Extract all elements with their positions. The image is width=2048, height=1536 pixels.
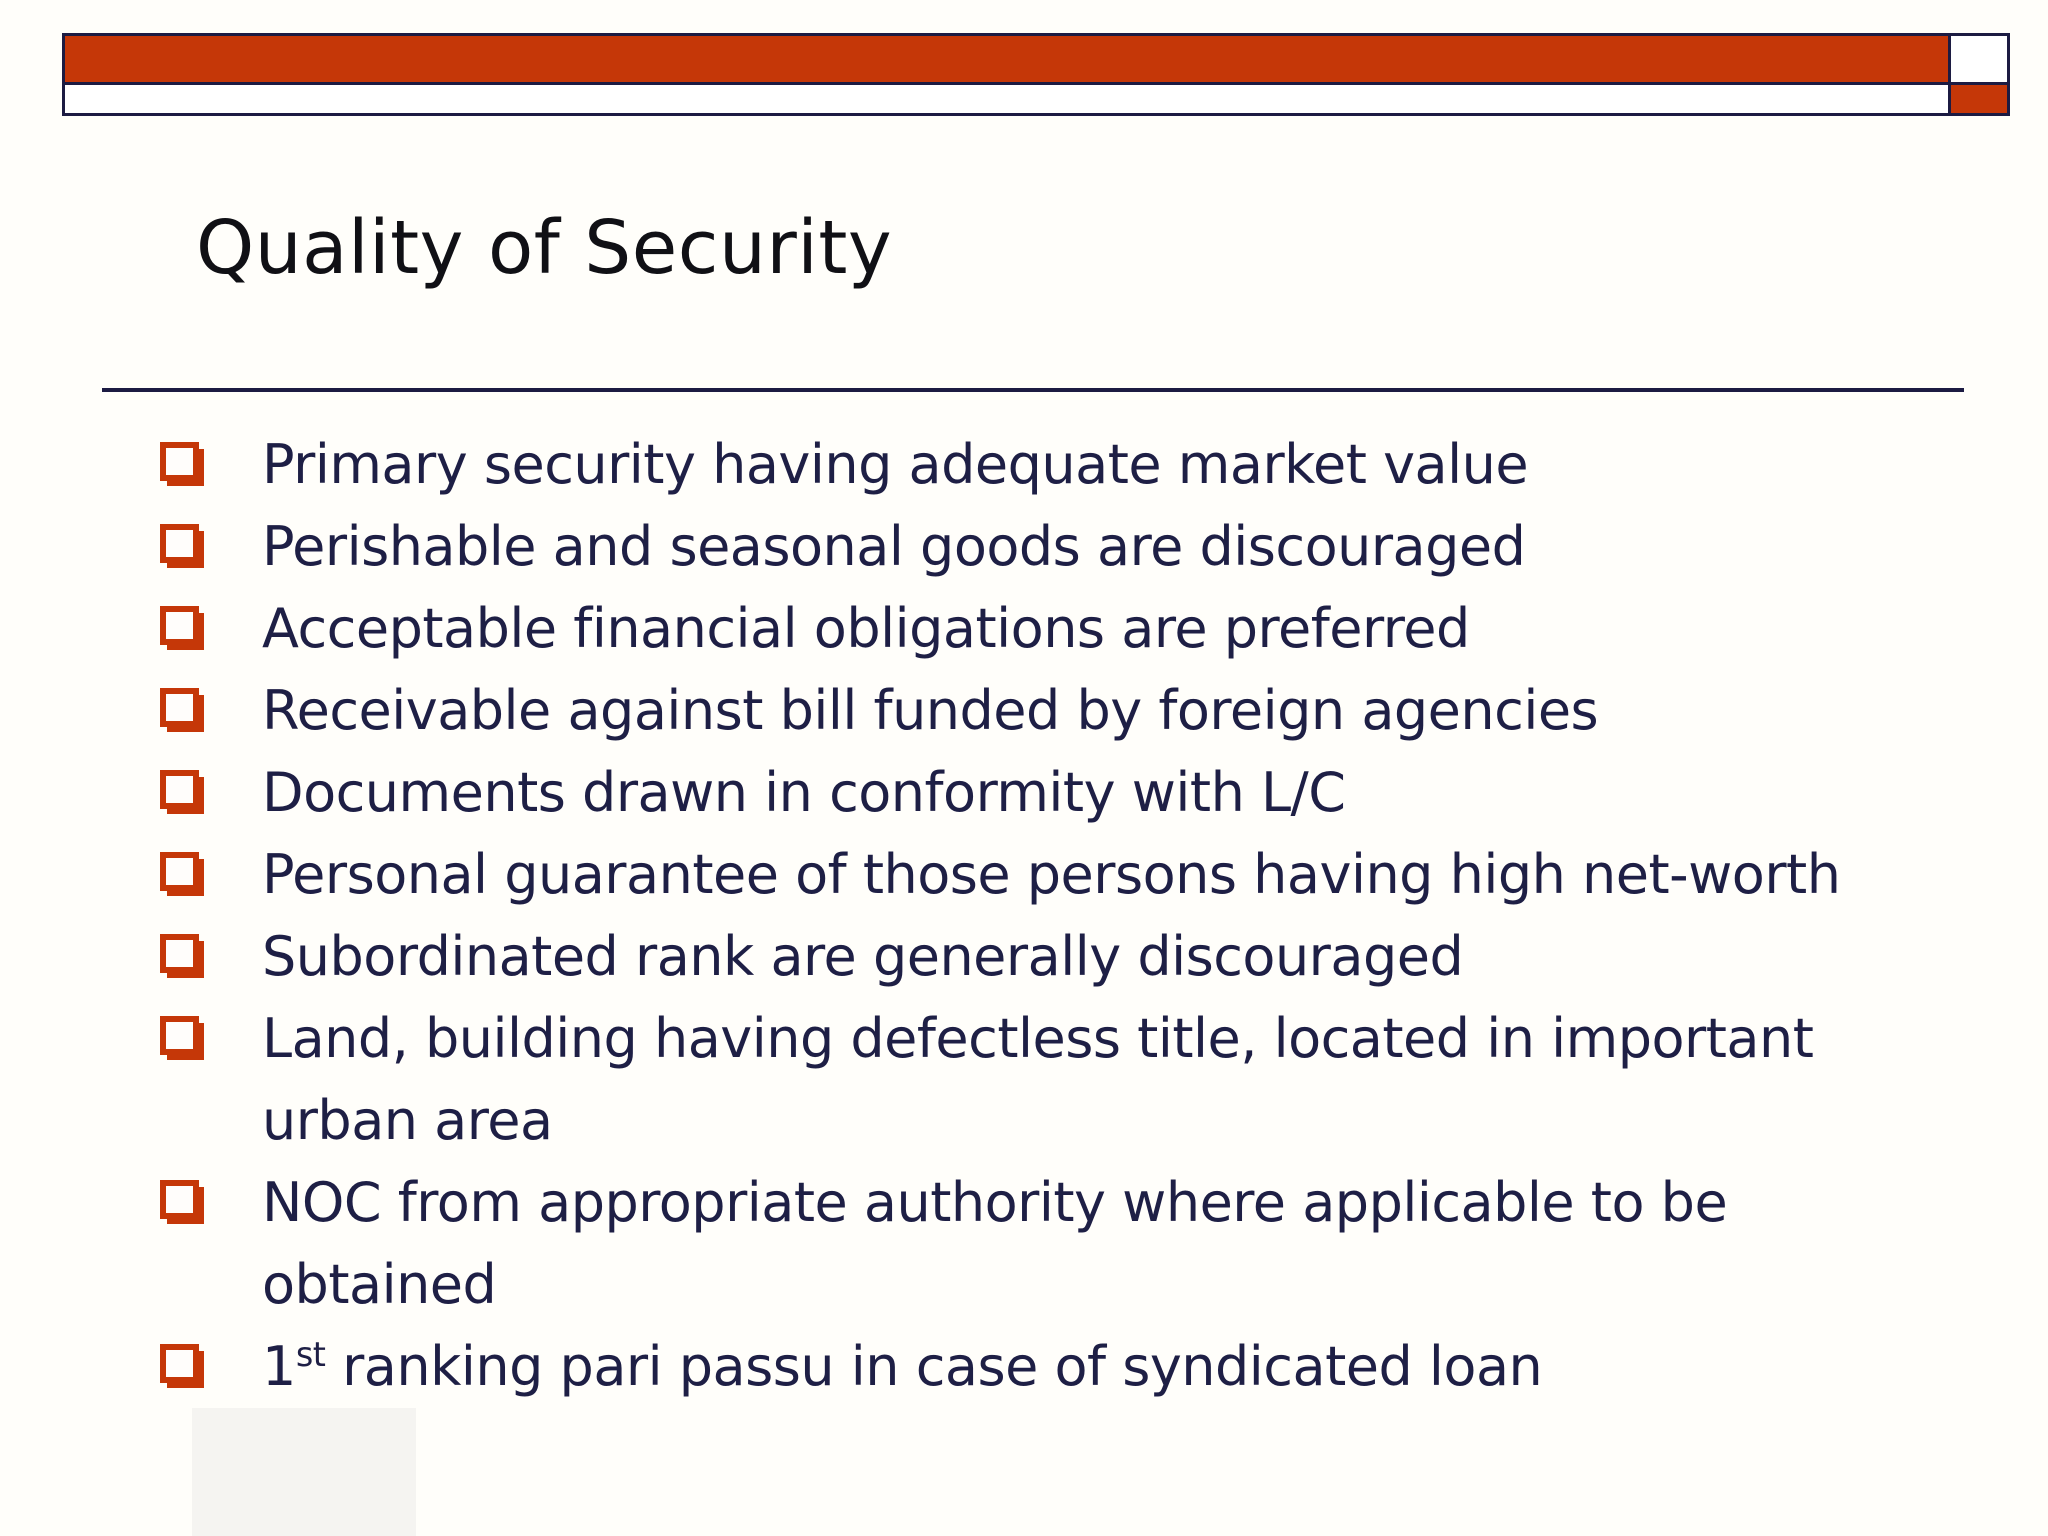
text-segment: Receivable against bill funded by foreig… [262,679,1599,742]
banner-red-corner [1951,85,2007,113]
bullet-text-line: Receivable against bill funded by foreig… [262,670,1599,752]
bullet-item: Perishable and seasonal goods are discou… [160,506,2042,588]
bullet-item: Documents drawn in conformity with L/C [160,752,2042,834]
bullet-cell [160,588,262,645]
title-separator-line [102,388,1964,392]
checkbox-bullet-icon [160,770,199,809]
text-segment: Acceptable financial obligations are pre… [262,597,1470,660]
bullet-text-line: 1st ranking pari passu in case of syndic… [262,1326,1543,1408]
bullet-cell [160,916,262,973]
text-segment: ranking pari passu in case of syndicated… [325,1335,1543,1398]
footer-shadow-block [192,1408,416,1536]
bullet-text-line: urban area [262,1080,1813,1162]
bullet-item: Land, building having defectless title, … [160,998,2042,1162]
text-segment: 1 [262,1335,296,1398]
bullet-text-line: Personal guarantee of those persons havi… [262,834,1841,916]
superscript-text: st [295,1335,326,1374]
bullet-text: Perishable and seasonal goods are discou… [262,506,1526,588]
text-segment: Perishable and seasonal goods are discou… [262,515,1526,578]
text-segment: Personal guarantee of those persons havi… [262,843,1841,906]
bullet-text-line: obtained [262,1244,1727,1326]
bullet-cell [160,506,262,563]
bullet-text-line: Acceptable financial obligations are pre… [262,588,1470,670]
text-segment: urban area [262,1089,553,1152]
bullet-cell [160,1162,262,1219]
banner-white-corner [1951,36,2007,85]
checkbox-bullet-icon [160,1344,199,1383]
bullet-cell [160,834,262,891]
bullet-item: Subordinated rank are generally discoura… [160,916,2042,998]
header-banner [62,33,2010,116]
checkbox-bullet-icon [160,688,199,727]
banner-red-bar [65,36,1951,85]
bullet-list: Primary security having adequate market … [160,424,2042,1408]
checkbox-bullet-icon [160,934,199,973]
bullet-text: 1st ranking pari passu in case of syndic… [262,1326,1543,1408]
bullet-cell [160,752,262,809]
bullet-text-line: Subordinated rank are generally discoura… [262,916,1464,998]
text-segment: Land, building having defectless title, … [262,1007,1814,1070]
bullet-item: 1st ranking pari passu in case of syndic… [160,1326,2042,1408]
text-segment: Documents drawn in conformity with L/C [262,761,1346,824]
bullet-text: Receivable against bill funded by foreig… [262,670,1599,752]
bullet-cell [160,670,262,727]
bullet-text-line: NOC from appropriate authority where app… [262,1162,1728,1244]
checkbox-bullet-icon [160,1016,199,1055]
bullet-text-line: Documents drawn in conformity with L/C [262,752,1346,834]
bullet-item: NOC from appropriate authority where app… [160,1162,2042,1326]
bullet-cell [160,1326,262,1383]
slide-title: Quality of Security [196,205,893,291]
text-segment: Subordinated rank are generally discoura… [262,925,1464,988]
bullet-text: Acceptable financial obligations are pre… [262,588,1470,670]
bullet-cell [160,998,262,1055]
bullet-text: Personal guarantee of those persons havi… [262,834,1841,916]
text-segment: NOC from appropriate authority where app… [262,1171,1728,1234]
text-segment: Primary security having adequate market … [262,433,1529,496]
bullet-item: Acceptable financial obligations are pre… [160,588,2042,670]
bullet-item: Primary security having adequate market … [160,424,2042,506]
bullet-cell [160,424,262,481]
bullet-text-line: Perishable and seasonal goods are discou… [262,506,1526,588]
checkbox-bullet-icon [160,852,199,891]
bullet-text-line: Land, building having defectless title, … [262,998,1814,1080]
bullet-text-line: Primary security having adequate market … [262,424,1529,506]
checkbox-bullet-icon [160,606,199,645]
bullet-text: Subordinated rank are generally discoura… [262,916,1464,998]
checkbox-bullet-icon [160,442,199,481]
bullet-text: NOC from appropriate authority where app… [262,1162,1728,1326]
bullet-item: Receivable against bill funded by foreig… [160,670,2042,752]
checkbox-bullet-icon [160,524,199,563]
checkbox-bullet-icon [160,1180,199,1219]
bullet-text: Land, building having defectless title, … [262,998,1814,1162]
bullet-item: Personal guarantee of those persons havi… [160,834,2042,916]
bullet-text: Documents drawn in conformity with L/C [262,752,1346,834]
banner-white-bar [65,85,1951,113]
text-segment: obtained [262,1253,497,1316]
bullet-text: Primary security having adequate market … [262,424,1529,506]
